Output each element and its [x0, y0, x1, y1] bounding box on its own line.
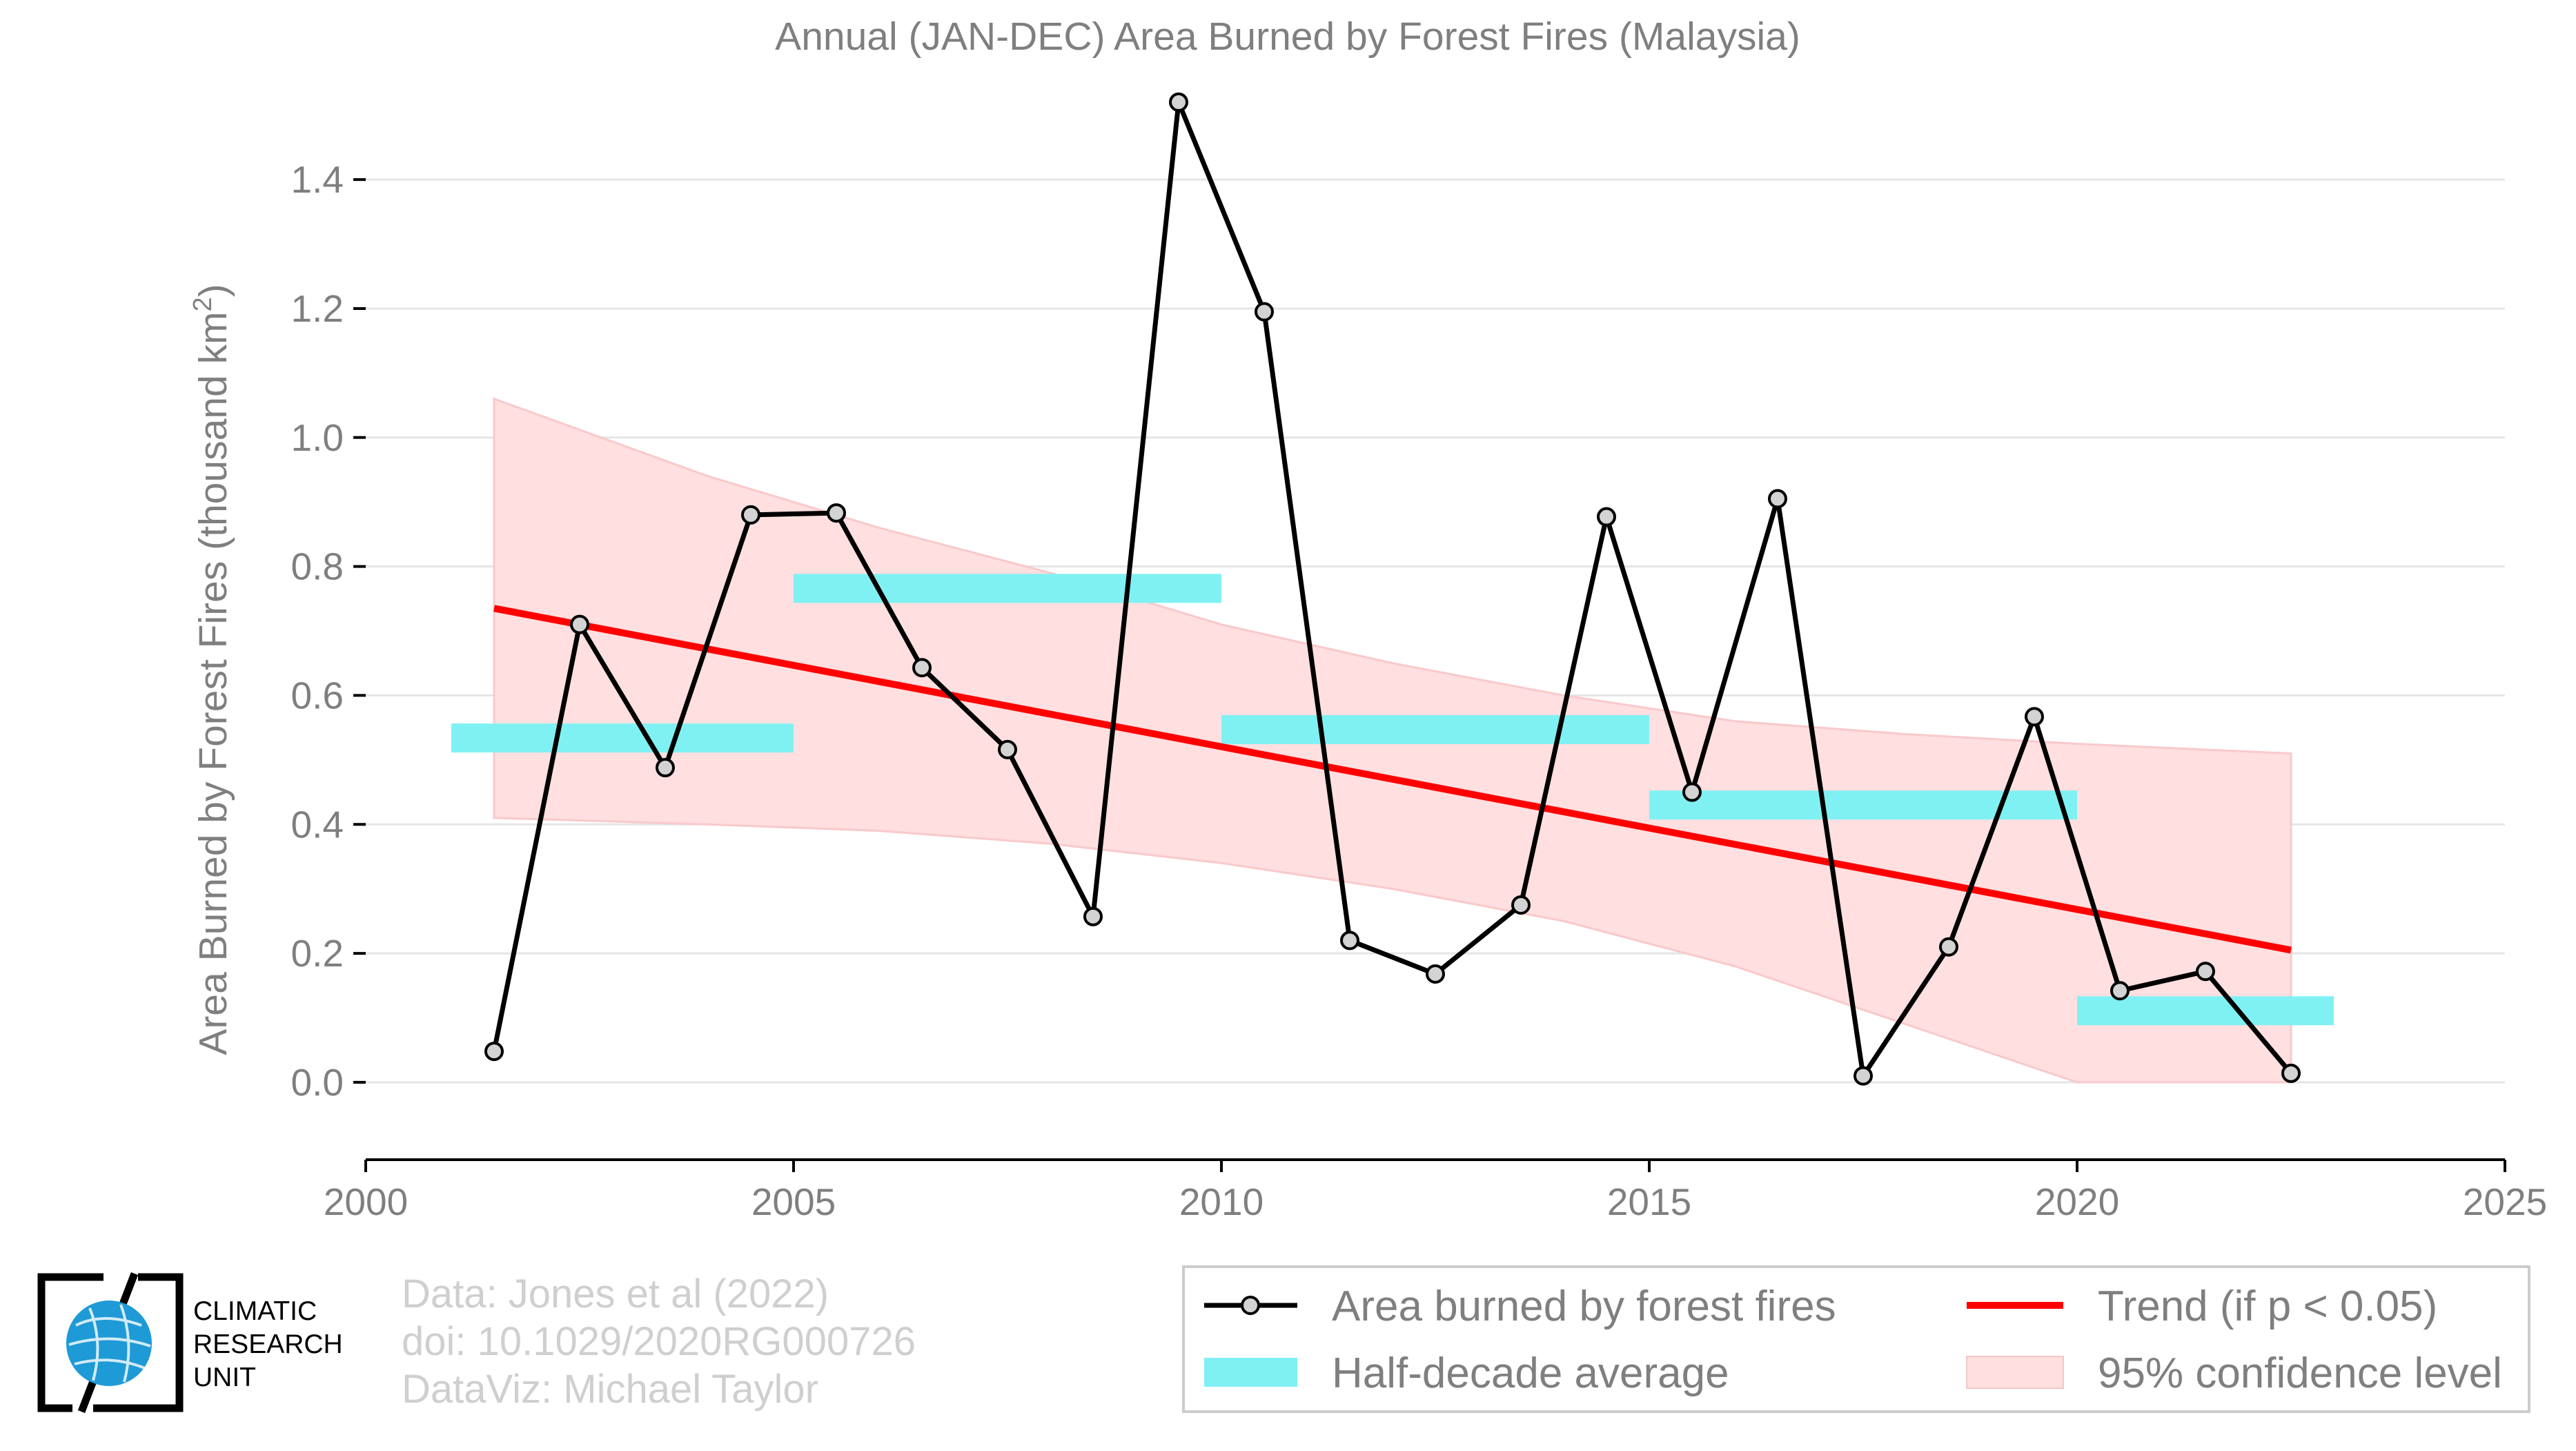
- area-burned-series-layer: [484, 92, 2301, 1086]
- cru-logo: CLIMATIC RESEARCH UNIT: [37, 1272, 343, 1413]
- legend-label-area-burned: Area burned by forest fires: [1332, 1283, 1836, 1330]
- y-tick-label-6: 1.2: [291, 287, 344, 330]
- legend-marker-swatch: [1241, 1296, 1260, 1315]
- data-point-14: [1682, 782, 1702, 802]
- data-point-8: [1169, 92, 1188, 113]
- half-decade-bar-3: [1649, 790, 2077, 820]
- half-decade-bar-2: [1221, 714, 1649, 744]
- y-axis-label: Area Burned by Forest Fires (thousand km…: [188, 284, 235, 1055]
- y-tick-label-3: 0.6: [291, 674, 344, 717]
- data-point-13: [1597, 507, 1616, 527]
- data-point-9: [1255, 302, 1274, 322]
- x-tick-label-3: 2015: [1607, 1180, 1691, 1223]
- x-tick-label-4: 2020: [2035, 1180, 2119, 1223]
- data-point-18: [2025, 707, 2044, 727]
- data-point-1: [570, 614, 589, 634]
- half-decade-average-layer: [451, 574, 2334, 1026]
- credit-doi: doi: 10.1029/2020RG000726: [402, 1319, 916, 1364]
- globe-lines: [68, 1304, 151, 1383]
- credit-dataviz: DataViz: Michael Taylor: [402, 1367, 818, 1412]
- axes: [353, 178, 2506, 1172]
- data-point-11: [1426, 964, 1445, 984]
- x-tick-label-2: 2010: [1179, 1180, 1264, 1223]
- data-point-6: [998, 739, 1017, 759]
- data-point-17: [1939, 937, 1958, 957]
- half-decade-bar-4: [2077, 996, 2334, 1026]
- half-decade-bar-0: [451, 723, 794, 753]
- credit-data-source: Data: Jones et al (2022): [402, 1272, 829, 1316]
- data-point-15: [1768, 489, 1787, 509]
- data-point-16: [1854, 1066, 1873, 1086]
- chart-title: Annual (JAN-DEC) Area Burned by Forest F…: [775, 14, 1800, 59]
- data-point-7: [1083, 906, 1103, 926]
- data-point-0: [484, 1042, 504, 1062]
- legend-frame: [1182, 1265, 2530, 1413]
- x-tick-label-0: 2000: [324, 1180, 408, 1223]
- data-point-3: [741, 505, 760, 525]
- y-tick-label-2: 0.4: [291, 803, 344, 846]
- trend-line: [493, 605, 2292, 954]
- y-tick-label-7: 1.4: [291, 158, 344, 201]
- half-decade-bar-1: [794, 574, 1221, 603]
- data-point-10: [1340, 931, 1359, 951]
- data-credits: Data: Jones et al (2022) doi: 10.1029/20…: [402, 1270, 916, 1413]
- tick-labels: 0.0 0.2 0.4 0.6 0.8 1.0 1.2 1.4 2000 2005 2010 2015…: [291, 158, 2548, 1223]
- x-tick-label-5: 2025: [2463, 1180, 2547, 1223]
- data-point-2: [656, 758, 675, 778]
- y-tick-label-4: 0.8: [291, 545, 344, 588]
- trend-layer: [493, 605, 2292, 954]
- logo-line-1: CLIMATIC: [193, 1296, 317, 1326]
- data-point-21: [2281, 1063, 2301, 1083]
- data-point-4: [827, 503, 846, 523]
- y-tick-label-5: 1.0: [291, 416, 344, 459]
- logo-line-2: RESEARCH: [193, 1330, 343, 1359]
- area-burned-line: [491, 99, 2293, 1079]
- logo-line-3: UNIT: [193, 1363, 256, 1392]
- legend-confidence-swatch: [1966, 1356, 2064, 1389]
- legend-label-half-decade: Half-decade average: [1332, 1350, 1729, 1397]
- data-point-20: [2196, 962, 2215, 982]
- x-tick-label-1: 2005: [751, 1180, 836, 1223]
- data-point-12: [1511, 895, 1531, 915]
- y-tick-label-0: 0.0: [291, 1061, 344, 1104]
- data-point-19: [2110, 981, 2130, 1001]
- data-point-5: [912, 658, 932, 678]
- legend: Area burned by forest fires Trend (if p …: [1182, 1265, 2530, 1413]
- legend-label-confidence: 95% confidence level: [2098, 1350, 2502, 1397]
- y-tick-label-1: 0.2: [291, 932, 344, 975]
- legend-label-trend: Trend (if p < 0.05): [2098, 1283, 2437, 1330]
- legend-half-decade-swatch: [1204, 1358, 1297, 1387]
